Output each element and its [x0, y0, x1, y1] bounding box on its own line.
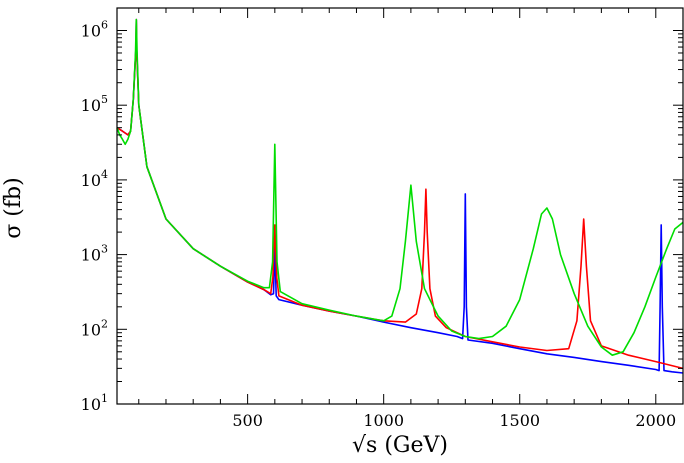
series-line-2	[116, 18, 684, 370]
series-line-3	[116, 18, 684, 356]
y-tick-label: 104	[81, 168, 108, 190]
y-axis-label: σ (fb)	[1, 177, 26, 238]
y-tick-label: 105	[81, 93, 108, 115]
x-tick-label: 2000	[635, 411, 676, 430]
x-axis-label: √s (GeV)	[352, 433, 448, 458]
y-tick-label: 103	[81, 243, 108, 265]
curves-layer	[116, 18, 684, 374]
y-tick-label: 106	[81, 18, 108, 40]
y-tick-label: 101	[81, 392, 108, 414]
series-line-1	[116, 18, 684, 374]
x-tick-label: 1000	[363, 411, 404, 430]
x-tick-label: 500	[232, 411, 263, 430]
y-tick-label: 102	[81, 317, 108, 339]
plot-frame	[116, 7, 684, 405]
ticks-layer: 500 1000 1500 2000 101 102 103 104 105 106	[81, 7, 683, 430]
x-tick-label: 1500	[499, 411, 540, 430]
